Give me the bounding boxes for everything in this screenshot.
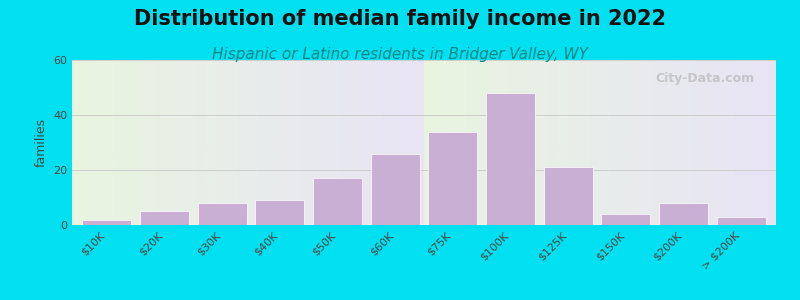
Text: Distribution of median family income in 2022: Distribution of median family income in …: [134, 9, 666, 29]
Text: Hispanic or Latino residents in Bridger Valley, WY: Hispanic or Latino residents in Bridger …: [212, 46, 588, 62]
Bar: [198, 203, 246, 225]
Bar: [82, 220, 131, 225]
Bar: [428, 131, 478, 225]
Bar: [255, 200, 304, 225]
Bar: [486, 93, 535, 225]
Bar: [313, 178, 362, 225]
Y-axis label: families: families: [34, 118, 47, 167]
Bar: [370, 154, 420, 225]
Bar: [544, 167, 593, 225]
Bar: [717, 217, 766, 225]
Bar: [659, 203, 708, 225]
Bar: [140, 211, 189, 225]
Text: City-Data.com: City-Data.com: [656, 71, 755, 85]
Bar: [602, 214, 650, 225]
